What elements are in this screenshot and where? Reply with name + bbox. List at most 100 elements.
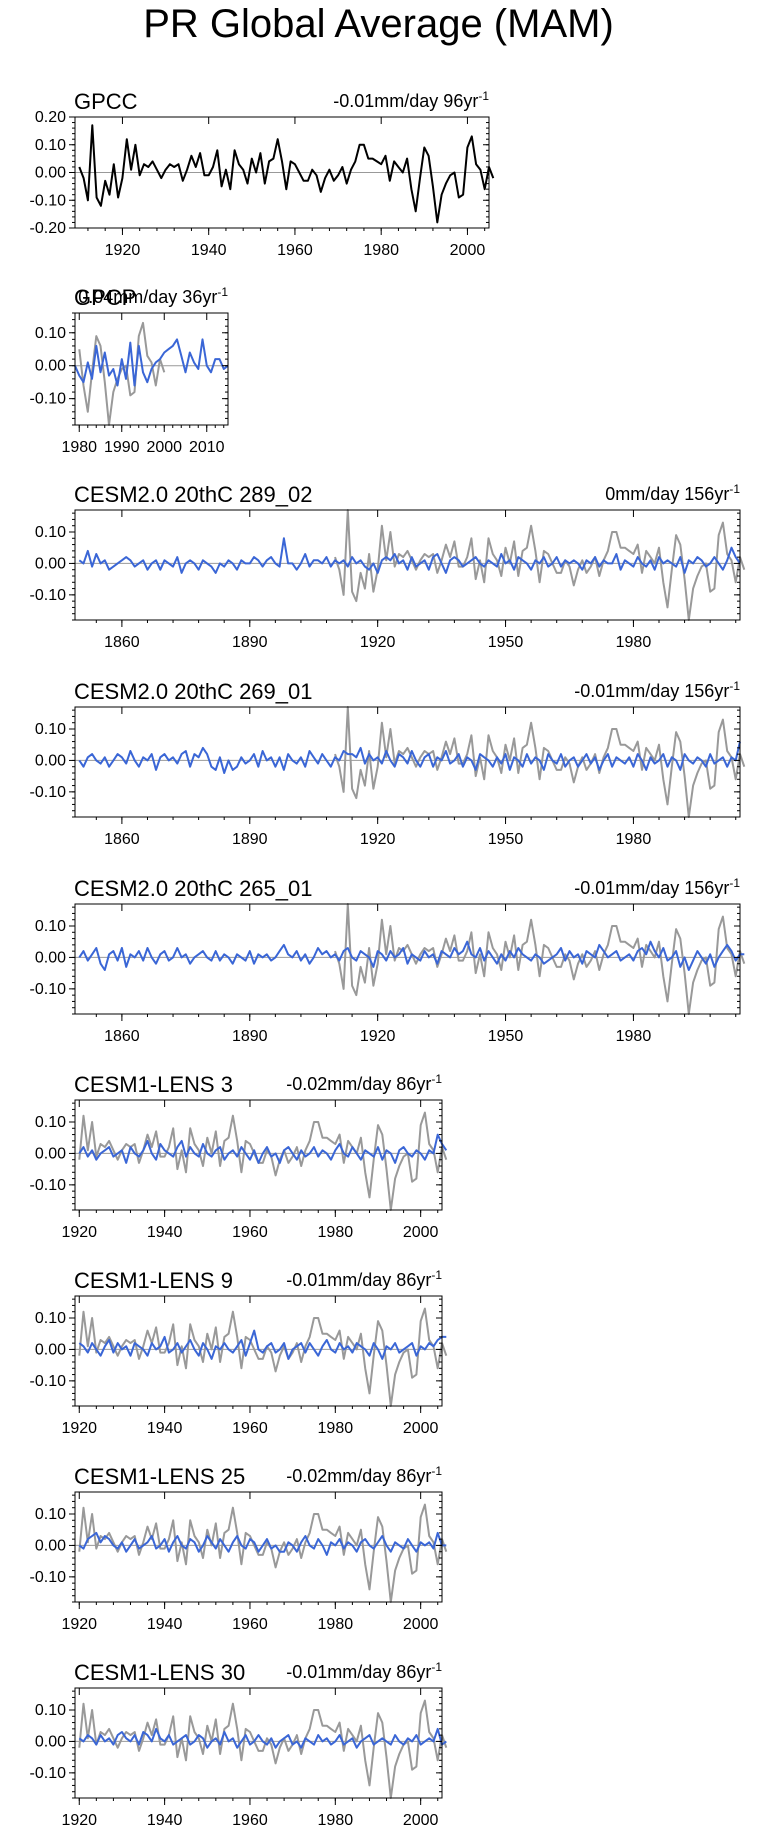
chart-panel: 0.10 0.00 -0.10 1980 1990 2000 2010 GPCP0.04mm/… <box>30 285 229 456</box>
x-tick-label: 1920 <box>105 242 141 259</box>
x-tick-label: 2000 <box>403 1224 439 1241</box>
y-tick-label: -0.10 <box>30 1569 67 1586</box>
x-tick-label: 2000 <box>403 1812 439 1829</box>
y-tick-label: -0.10 <box>30 391 67 408</box>
plot-frame <box>74 1491 443 1603</box>
y-tick-label: 0.10 <box>35 137 66 154</box>
x-tick-label: 1960 <box>232 1420 268 1437</box>
trend-annotation: -0.01mm/day 156yr-1 <box>574 876 740 898</box>
x-tick-label: 1950 <box>488 1028 524 1045</box>
x-tick-label: 1980 <box>363 242 399 259</box>
obs-series-line <box>78 124 495 224</box>
y-tick-label: -0.10 <box>30 981 67 998</box>
plot-frame <box>74 1099 443 1211</box>
chart-panel: 0.10 0.00 -0.10 1920 1940 1960 1980 2000 CESM1-L… <box>30 1072 448 1241</box>
y-tick-label: -0.10 <box>30 1765 67 1782</box>
x-tick-label: 2000 <box>403 1616 439 1633</box>
plot-frame <box>74 903 741 1015</box>
model-series-line <box>78 1531 447 1556</box>
plot-frame <box>74 1687 443 1799</box>
model-series-line <box>78 741 741 774</box>
x-tick-label: 1940 <box>191 242 227 259</box>
plot-frame <box>74 706 741 818</box>
obs-reference-line <box>334 509 746 621</box>
obs-reference-line <box>78 1111 448 1211</box>
plot-frame <box>74 1295 443 1407</box>
y-tick-label: 0.00 <box>35 1537 66 1554</box>
obs-reference-line <box>334 706 746 818</box>
y-tick-label: 0.20 <box>35 109 66 126</box>
y-tick-label: 0.00 <box>35 949 66 966</box>
y-tick-label: 0.00 <box>35 1733 66 1750</box>
x-tick-label: 1980 <box>318 1616 354 1633</box>
plot-frame <box>74 509 741 621</box>
obs-reference-line <box>78 1699 448 1799</box>
x-tick-label: 1920 <box>61 1812 97 1829</box>
trend-annotation: 0.04mm/day 36yr-1 <box>78 285 228 307</box>
x-tick-label: 1940 <box>147 1224 183 1241</box>
main-title: PR Global Average (MAM) <box>143 2 614 46</box>
x-tick-label: 1990 <box>104 439 140 456</box>
y-tick-label: 0.10 <box>35 1114 66 1131</box>
chart-panel: 0.10 0.00 -0.10 1860 1890 1920 1950 1980 CESM2.0… <box>30 876 746 1045</box>
panel-title: CESM2.0 20thC 289_02 <box>74 482 313 507</box>
x-tick-label: 1980 <box>318 1812 354 1829</box>
model-series-line <box>78 1133 448 1164</box>
y-tick-label: 0.00 <box>35 752 66 769</box>
x-tick-label: 1960 <box>232 1224 268 1241</box>
y-tick-label: -0.10 <box>30 1177 67 1194</box>
y-tick-label: -0.10 <box>30 587 67 604</box>
trend-annotation: -0.02mm/day 86yr-1 <box>286 1464 442 1486</box>
trend-annotation: -0.01mm/day 96yr-1 <box>333 89 489 111</box>
obs-reference-line <box>78 1503 448 1603</box>
panel-title: CESM1-LENS 9 <box>74 1268 233 1293</box>
y-tick-label: -0.10 <box>30 1373 67 1390</box>
panel-title: CESM1-LENS 25 <box>74 1464 245 1489</box>
x-tick-label: 1980 <box>616 634 652 651</box>
y-tick-label: 0.10 <box>35 325 66 342</box>
x-tick-label: 1940 <box>147 1616 183 1633</box>
x-tick-label: 1950 <box>488 634 524 651</box>
model-series-line <box>78 537 741 574</box>
x-tick-label: 2000 <box>403 1420 439 1437</box>
trend-annotation: -0.02mm/day 86yr-1 <box>286 1072 442 1094</box>
y-tick-label: 0.10 <box>35 1506 66 1523</box>
model-series-line <box>74 338 229 387</box>
y-tick-label: 0.10 <box>35 918 66 935</box>
trend-annotation: -0.01mm/day 156yr-1 <box>574 679 740 701</box>
chart-panel: 0.20 0.10 0.00 -0.10 -0.20 1920 1940 1960 1980 20… <box>30 89 495 259</box>
chart-panel: 0.10 0.00 -0.10 1920 1940 1960 1980 2000 CESM1-L… <box>30 1464 448 1633</box>
y-tick-label: 0.00 <box>35 1145 66 1162</box>
chart-panel: 0.10 0.00 -0.10 1860 1890 1920 1950 1980 CESM2.0… <box>30 482 746 651</box>
x-tick-label: 1980 <box>616 831 652 848</box>
x-tick-label: 1890 <box>232 831 268 848</box>
x-tick-label: 1920 <box>61 1420 97 1437</box>
x-tick-label: 1960 <box>277 242 313 259</box>
x-tick-label: 1940 <box>147 1420 183 1437</box>
x-tick-label: 1890 <box>232 634 268 651</box>
panel-title: GPCC <box>74 89 138 114</box>
x-tick-label: 2000 <box>450 242 486 259</box>
chart-panel: 0.10 0.00 -0.10 1920 1940 1960 1980 2000 CESM1-L… <box>30 1268 448 1437</box>
y-tick-label: 0.10 <box>35 1702 66 1719</box>
chart-panel: 0.10 0.00 -0.10 1920 1940 1960 1980 2000 CESM1-L… <box>30 1660 448 1829</box>
x-tick-label: 1890 <box>232 1028 268 1045</box>
model-series-line <box>78 940 745 971</box>
y-tick-label: -0.10 <box>30 192 67 209</box>
x-tick-label: 1960 <box>232 1616 268 1633</box>
x-tick-label: 1980 <box>318 1420 354 1437</box>
x-tick-label: 1980 <box>61 439 97 456</box>
x-tick-label: 1860 <box>104 1028 140 1045</box>
x-tick-label: 2000 <box>146 439 182 456</box>
y-tick-label: -0.20 <box>30 220 67 237</box>
x-tick-label: 1920 <box>360 634 396 651</box>
panel-title: GPCP <box>74 285 136 310</box>
y-tick-label: 0.00 <box>35 358 66 375</box>
x-tick-label: 2010 <box>189 439 225 456</box>
plot-frame <box>74 312 229 426</box>
panel-title: CESM1-LENS 3 <box>74 1072 233 1097</box>
x-tick-label: 1920 <box>61 1616 97 1633</box>
x-tick-label: 1980 <box>318 1224 354 1241</box>
model-series-line <box>78 1727 447 1749</box>
